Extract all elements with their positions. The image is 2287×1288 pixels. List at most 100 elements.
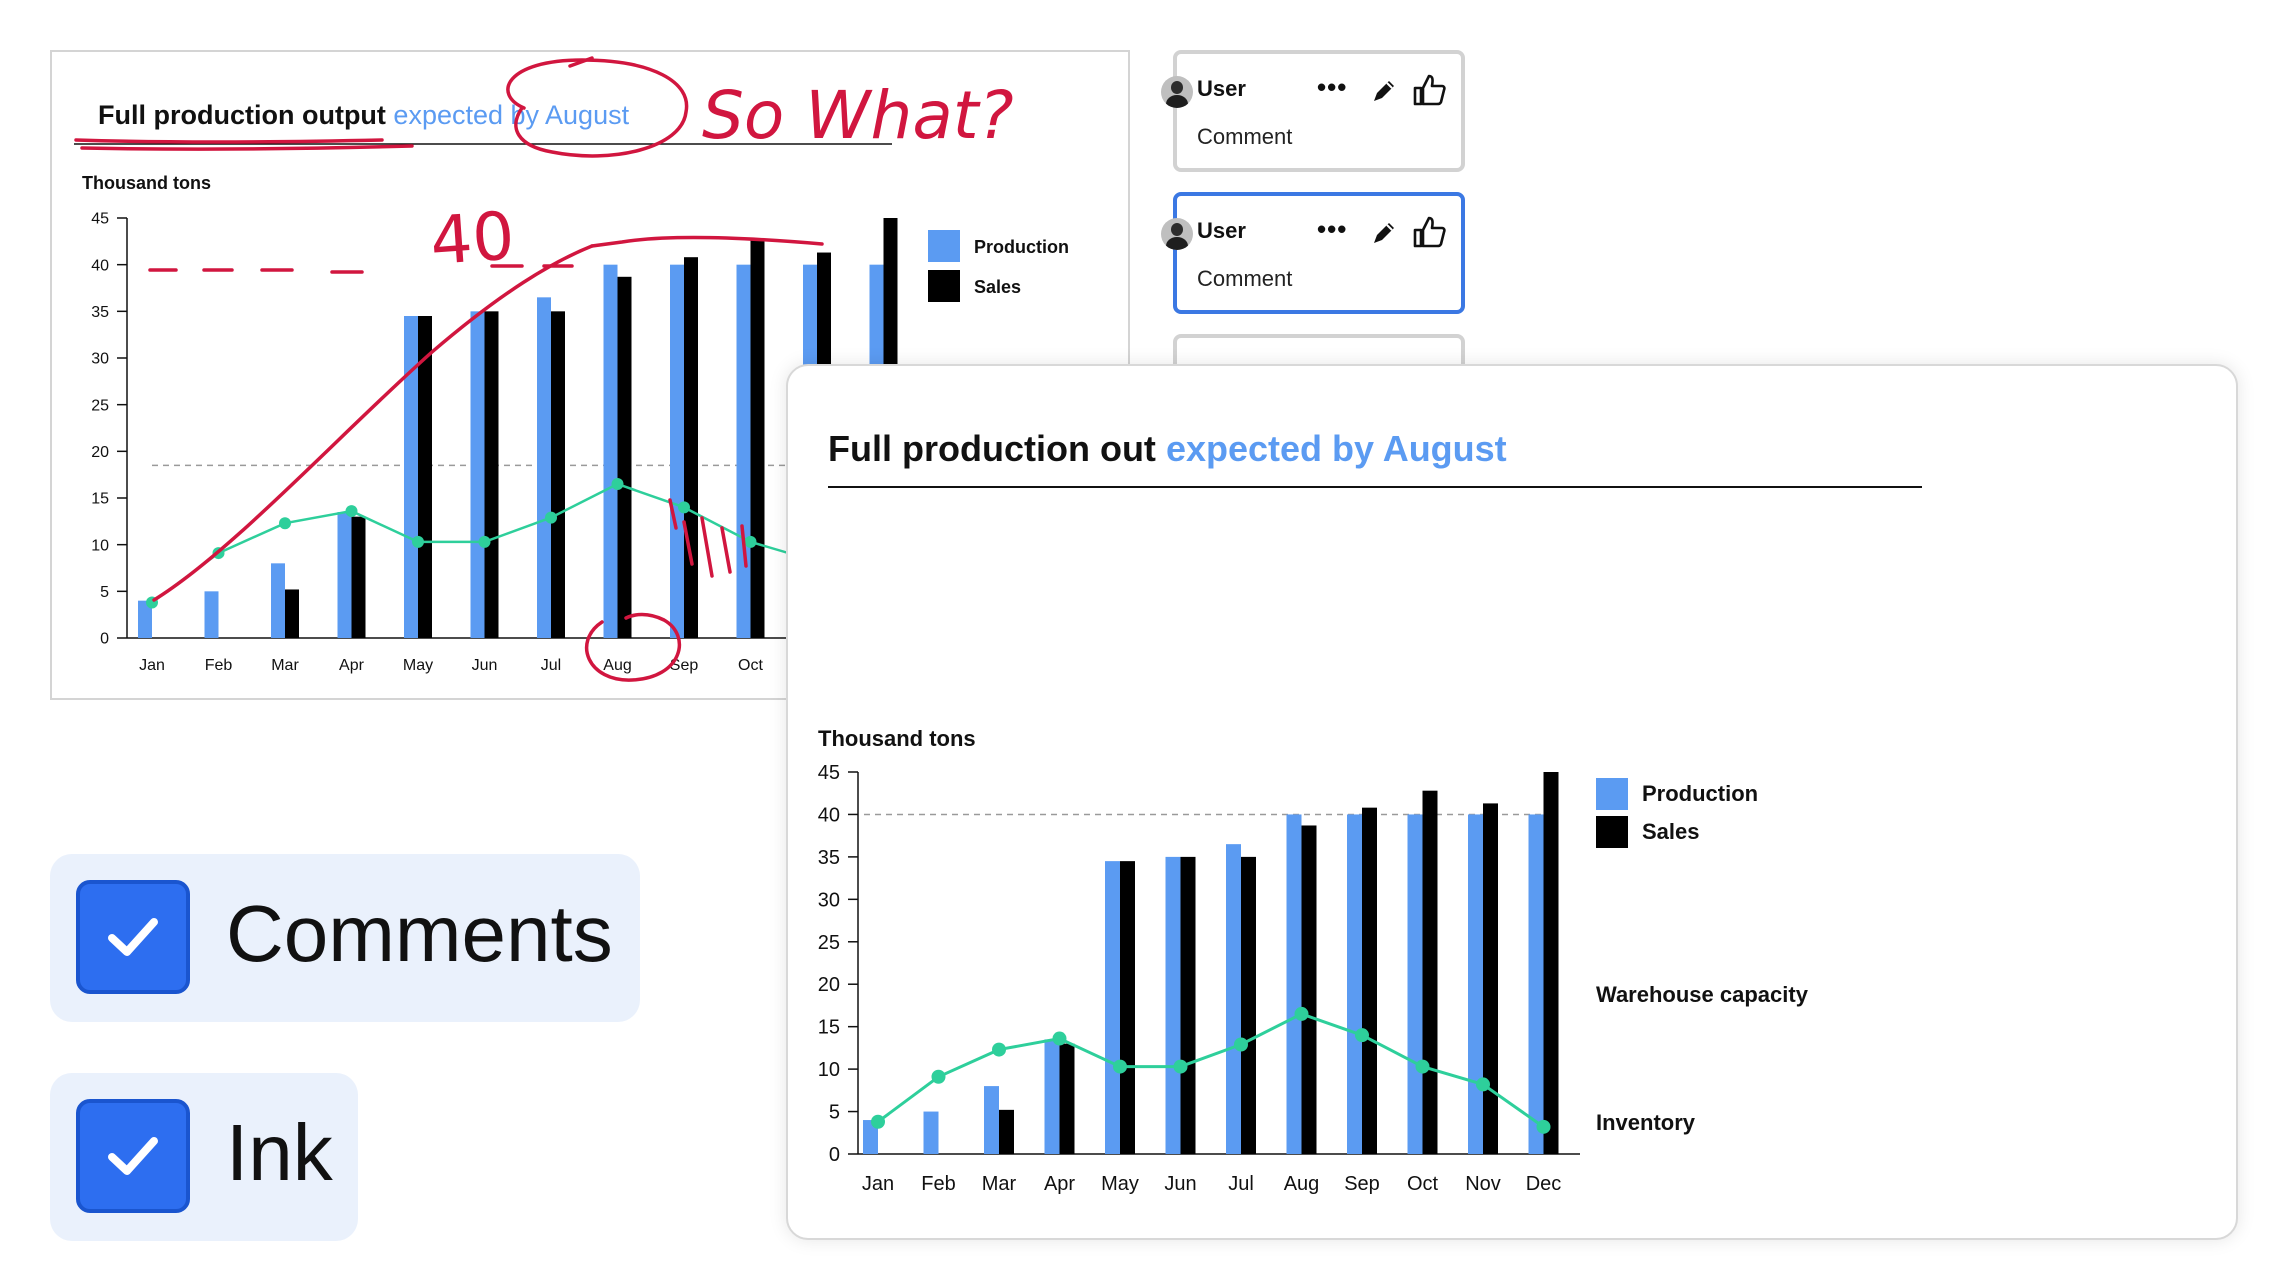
- x-tick-label: Mar: [271, 657, 299, 674]
- y-tick-label: 15: [818, 1017, 840, 1039]
- y-tick-label: 30: [818, 889, 840, 911]
- x-tick-label: Feb: [921, 1173, 955, 1195]
- sales-bar: [484, 311, 499, 638]
- production-bar: [1468, 814, 1483, 1154]
- x-tick-label: Aug: [603, 657, 631, 674]
- y-tick-label: 20: [818, 974, 840, 996]
- checkmark-icon: [108, 918, 158, 956]
- more-options-icon[interactable]: •••: [1317, 214, 1348, 244]
- inventory-line: [877, 1012, 1545, 1129]
- y-tick-label: 35: [91, 304, 109, 321]
- sales-bar: [1241, 856, 1256, 1154]
- production-bar: [863, 1120, 878, 1154]
- y-tick-label: 0: [829, 1144, 840, 1166]
- production-bar: [1226, 844, 1241, 1154]
- inventory-point: [611, 478, 624, 490]
- edit-pencil-icon[interactable]: [1369, 76, 1399, 106]
- thumbs-up-icon[interactable]: [1411, 214, 1447, 250]
- production-chart: Thousand tons 0 5 10 15 20 25 30 35 40 45 Jan Feb Mar…: [818, 726, 1809, 1195]
- inventory-point: [744, 535, 757, 548]
- avatar-woman-icon: [1161, 76, 1193, 108]
- ink-stroke: [668, 498, 748, 578]
- production-bar: [204, 591, 219, 638]
- ink-stroke: [568, 56, 594, 68]
- x-tick-label: Oct: [738, 657, 763, 674]
- edit-pencil-icon[interactable]: [1369, 218, 1399, 248]
- production-bar: [1105, 861, 1120, 1154]
- comment-text: Comment: [1197, 124, 1293, 149]
- legend-production-label: Production: [974, 237, 1069, 257]
- comment-card-active[interactable]: User ••• Comment: [1161, 192, 1465, 314]
- legend-production-label: Production: [1642, 781, 1758, 806]
- x-tick-label: Oct: [1407, 1173, 1439, 1195]
- y-axis-unit: Thousand tons: [82, 173, 211, 193]
- comments-toggle-label: Comments: [226, 889, 613, 978]
- avatar-man-icon: [1161, 218, 1193, 250]
- inventory-point: [545, 511, 557, 524]
- ink-toggle[interactable]: Ink: [50, 1073, 358, 1241]
- comments-toggle[interactable]: Comments: [50, 854, 640, 1022]
- production-bar: [736, 264, 751, 638]
- sales-bar: [1059, 1043, 1075, 1154]
- more-options-icon[interactable]: •••: [1317, 72, 1348, 102]
- x-tick-label: Dec: [1526, 1173, 1562, 1195]
- x-tick-label: Jun: [1164, 1173, 1196, 1195]
- sales-bar: [1301, 825, 1317, 1154]
- x-tick-label: Jul: [1228, 1173, 1254, 1195]
- sales-bar: [1422, 790, 1438, 1154]
- comment-user-name: User: [1197, 76, 1246, 101]
- sales-bar: [418, 316, 432, 638]
- inventory-point: [1536, 1119, 1551, 1134]
- legend-sales-label: Sales: [974, 277, 1021, 297]
- inventory-point: [1476, 1077, 1490, 1092]
- x-tick-label: Sep: [1344, 1173, 1380, 1195]
- legend-sales-swatch: [928, 270, 960, 302]
- x-tick-label: May: [1101, 1173, 1139, 1195]
- x-tick-label: Jan: [139, 657, 165, 674]
- ink-checkbox[interactable]: [76, 1099, 190, 1213]
- production-bar: [1347, 814, 1362, 1154]
- inventory-point: [279, 517, 291, 530]
- inventory-point: [992, 1042, 1006, 1057]
- warehouse-capacity-label: Warehouse capacity: [1596, 982, 1809, 1007]
- inventory-point: [345, 505, 358, 518]
- sales-bar: [1120, 861, 1135, 1154]
- title-divider: [828, 486, 1922, 488]
- legend-production-swatch: [928, 230, 960, 262]
- x-tick-label: Nov: [1465, 1173, 1501, 1195]
- x-tick-label: Apr: [1044, 1173, 1075, 1195]
- ink-stroke: [590, 235, 824, 248]
- ink-note-question: So What?: [702, 77, 1014, 154]
- inventory-point: [478, 535, 491, 548]
- x-tick-label: Mar: [982, 1173, 1017, 1195]
- x-tick-label: Aug: [1284, 1173, 1320, 1195]
- production-bar: [1528, 814, 1544, 1154]
- y-tick-label: 5: [100, 584, 109, 601]
- y-tick-label: 25: [818, 932, 840, 954]
- comments-checkbox[interactable]: [76, 880, 190, 994]
- ink-stroke: [148, 264, 574, 274]
- production-bar: [923, 1111, 939, 1154]
- inventory-point: [678, 501, 690, 514]
- y-axis-unit: Thousand tons: [818, 726, 976, 751]
- y-tick-label: 0: [100, 631, 109, 648]
- production-bar: [138, 600, 152, 638]
- x-tick-label: Sep: [670, 657, 699, 674]
- production-bar: [984, 1086, 999, 1154]
- chart-title: Full production out expected by August: [828, 428, 1507, 470]
- thumbs-up-icon[interactable]: [1411, 72, 1447, 108]
- x-tick-label: Jun: [472, 657, 498, 674]
- inventory-point: [1355, 1028, 1369, 1043]
- y-tick-label: 45: [818, 762, 840, 784]
- inventory-point: [1234, 1037, 1248, 1052]
- chart-card[interactable]: Full production out expected by August T…: [786, 364, 2238, 1240]
- y-tick-label: 40: [818, 804, 840, 826]
- comment-card[interactable]: User ••• Comment: [1161, 50, 1465, 172]
- y-tick-label: 20: [91, 444, 109, 461]
- sales-bar: [1483, 803, 1498, 1154]
- inventory-point: [1415, 1059, 1430, 1074]
- y-tick-label: 45: [91, 211, 109, 228]
- ink-stroke: [74, 138, 384, 144]
- production-bar: [1286, 814, 1302, 1154]
- x-tick-label: Jul: [541, 657, 561, 674]
